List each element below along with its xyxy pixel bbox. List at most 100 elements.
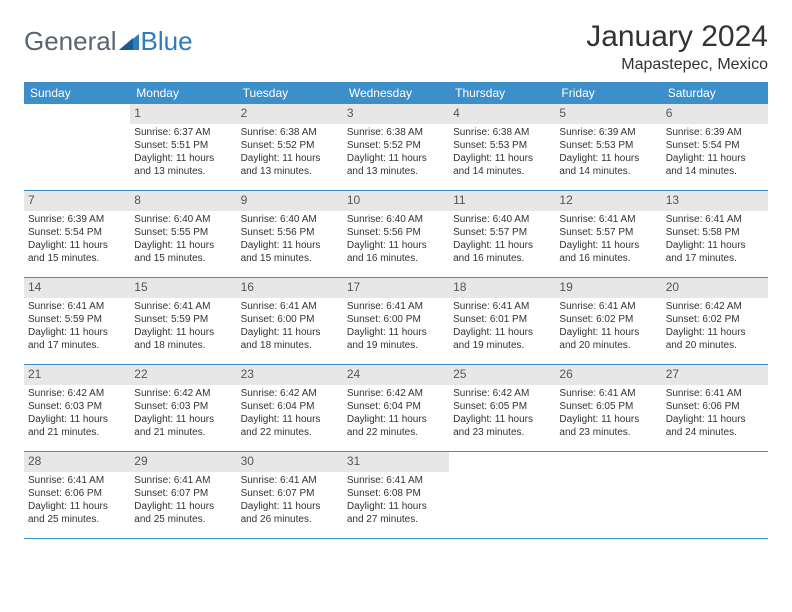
day-cell: 25Sunrise: 6:42 AMSunset: 6:05 PMDayligh… (449, 365, 555, 451)
logo-text-b: Blue (141, 26, 193, 57)
sunrise-text: Sunrise: 6:40 AM (453, 213, 551, 226)
day-number: 30 (237, 452, 343, 472)
daylight-text: Daylight: 11 hours and 15 minutes. (134, 239, 232, 265)
day-number: 22 (130, 365, 236, 385)
daylight-text: Daylight: 11 hours and 22 minutes. (241, 413, 339, 439)
sunrise-text: Sunrise: 6:41 AM (241, 300, 339, 313)
weekday-header: Tuesday (237, 82, 343, 104)
day-body: Sunrise: 6:41 AMSunset: 6:07 PMDaylight:… (130, 472, 236, 530)
day-number: 6 (662, 104, 768, 124)
sunrise-text: Sunrise: 6:40 AM (241, 213, 339, 226)
day-cell: 1Sunrise: 6:37 AMSunset: 5:51 PMDaylight… (130, 104, 236, 190)
day-cell: 3Sunrise: 6:38 AMSunset: 5:52 PMDaylight… (343, 104, 449, 190)
day-body: Sunrise: 6:41 AMSunset: 6:06 PMDaylight:… (662, 385, 768, 443)
calendar-grid: Sunday Monday Tuesday Wednesday Thursday… (24, 82, 768, 539)
day-body: Sunrise: 6:39 AMSunset: 5:54 PMDaylight:… (24, 211, 130, 269)
sunset-text: Sunset: 6:06 PM (666, 400, 764, 413)
header-row: General Blue January 2024 Mapastepec, Me… (24, 20, 768, 74)
week-row: 14Sunrise: 6:41 AMSunset: 5:59 PMDayligh… (24, 278, 768, 365)
daylight-text: Daylight: 11 hours and 16 minutes. (347, 239, 445, 265)
weekday-header: Monday (130, 82, 236, 104)
sunrise-text: Sunrise: 6:41 AM (241, 474, 339, 487)
daylight-text: Daylight: 11 hours and 21 minutes. (134, 413, 232, 439)
daylight-text: Daylight: 11 hours and 13 minutes. (134, 152, 232, 178)
day-cell: 11Sunrise: 6:40 AMSunset: 5:57 PMDayligh… (449, 191, 555, 277)
day-cell: . (662, 452, 768, 538)
daylight-text: Daylight: 11 hours and 22 minutes. (347, 413, 445, 439)
sunset-text: Sunset: 6:05 PM (453, 400, 551, 413)
day-body: Sunrise: 6:42 AMSunset: 6:04 PMDaylight:… (237, 385, 343, 443)
daylight-text: Daylight: 11 hours and 18 minutes. (241, 326, 339, 352)
sunrise-text: Sunrise: 6:37 AM (134, 126, 232, 139)
sunrise-text: Sunrise: 6:39 AM (559, 126, 657, 139)
day-cell: . (555, 452, 661, 538)
day-body: Sunrise: 6:41 AMSunset: 5:57 PMDaylight:… (555, 211, 661, 269)
daylight-text: Daylight: 11 hours and 17 minutes. (666, 239, 764, 265)
sunrise-text: Sunrise: 6:41 AM (347, 300, 445, 313)
week-row: .1Sunrise: 6:37 AMSunset: 5:51 PMDayligh… (24, 104, 768, 191)
daylight-text: Daylight: 11 hours and 18 minutes. (134, 326, 232, 352)
day-body: Sunrise: 6:41 AMSunset: 6:08 PMDaylight:… (343, 472, 449, 530)
sunset-text: Sunset: 6:05 PM (559, 400, 657, 413)
day-cell: 8Sunrise: 6:40 AMSunset: 5:55 PMDaylight… (130, 191, 236, 277)
weekday-header-row: Sunday Monday Tuesday Wednesday Thursday… (24, 82, 768, 104)
title-block: January 2024 Mapastepec, Mexico (586, 20, 768, 74)
day-cell: 18Sunrise: 6:41 AMSunset: 6:01 PMDayligh… (449, 278, 555, 364)
daylight-text: Daylight: 11 hours and 24 minutes. (666, 413, 764, 439)
sunrise-text: Sunrise: 6:41 AM (28, 300, 126, 313)
day-body: Sunrise: 6:40 AMSunset: 5:56 PMDaylight:… (237, 211, 343, 269)
daylight-text: Daylight: 11 hours and 14 minutes. (559, 152, 657, 178)
sunset-text: Sunset: 5:54 PM (28, 226, 126, 239)
sunrise-text: Sunrise: 6:41 AM (134, 300, 232, 313)
day-number: 24 (343, 365, 449, 385)
day-number: 8 (130, 191, 236, 211)
day-cell: 24Sunrise: 6:42 AMSunset: 6:04 PMDayligh… (343, 365, 449, 451)
day-number: 16 (237, 278, 343, 298)
day-number: 29 (130, 452, 236, 472)
day-cell: 10Sunrise: 6:40 AMSunset: 5:56 PMDayligh… (343, 191, 449, 277)
sunset-text: Sunset: 5:56 PM (241, 226, 339, 239)
daylight-text: Daylight: 11 hours and 26 minutes. (241, 500, 339, 526)
sunset-text: Sunset: 5:59 PM (28, 313, 126, 326)
day-body: Sunrise: 6:41 AMSunset: 5:58 PMDaylight:… (662, 211, 768, 269)
sunrise-text: Sunrise: 6:42 AM (28, 387, 126, 400)
day-number: 18 (449, 278, 555, 298)
day-body: Sunrise: 6:42 AMSunset: 6:03 PMDaylight:… (130, 385, 236, 443)
daylight-text: Daylight: 11 hours and 17 minutes. (28, 326, 126, 352)
day-number: 20 (662, 278, 768, 298)
sunset-text: Sunset: 6:02 PM (666, 313, 764, 326)
day-cell: 9Sunrise: 6:40 AMSunset: 5:56 PMDaylight… (237, 191, 343, 277)
month-title: January 2024 (586, 20, 768, 54)
sunrise-text: Sunrise: 6:39 AM (28, 213, 126, 226)
day-cell: 15Sunrise: 6:41 AMSunset: 5:59 PMDayligh… (130, 278, 236, 364)
day-number: 17 (343, 278, 449, 298)
location: Mapastepec, Mexico (586, 56, 768, 74)
day-number: 7 (24, 191, 130, 211)
daylight-text: Daylight: 11 hours and 15 minutes. (241, 239, 339, 265)
day-cell: 26Sunrise: 6:41 AMSunset: 6:05 PMDayligh… (555, 365, 661, 451)
day-cell: 21Sunrise: 6:42 AMSunset: 6:03 PMDayligh… (24, 365, 130, 451)
day-body: Sunrise: 6:40 AMSunset: 5:56 PMDaylight:… (343, 211, 449, 269)
day-cell: 28Sunrise: 6:41 AMSunset: 6:06 PMDayligh… (24, 452, 130, 538)
sunset-text: Sunset: 5:56 PM (347, 226, 445, 239)
sunrise-text: Sunrise: 6:41 AM (559, 387, 657, 400)
daylight-text: Daylight: 11 hours and 19 minutes. (453, 326, 551, 352)
sunrise-text: Sunrise: 6:41 AM (28, 474, 126, 487)
sunrise-text: Sunrise: 6:40 AM (134, 213, 232, 226)
day-number: 21 (24, 365, 130, 385)
day-cell: 29Sunrise: 6:41 AMSunset: 6:07 PMDayligh… (130, 452, 236, 538)
daylight-text: Daylight: 11 hours and 25 minutes. (134, 500, 232, 526)
daylight-text: Daylight: 11 hours and 16 minutes. (453, 239, 551, 265)
logo-text-a: General (24, 26, 117, 57)
daylight-text: Daylight: 11 hours and 27 minutes. (347, 500, 445, 526)
weekday-header: Sunday (24, 82, 130, 104)
day-cell: 16Sunrise: 6:41 AMSunset: 6:00 PMDayligh… (237, 278, 343, 364)
sunset-text: Sunset: 6:03 PM (134, 400, 232, 413)
day-body: Sunrise: 6:41 AMSunset: 6:02 PMDaylight:… (555, 298, 661, 356)
day-body: Sunrise: 6:41 AMSunset: 5:59 PMDaylight:… (24, 298, 130, 356)
daylight-text: Daylight: 11 hours and 21 minutes. (28, 413, 126, 439)
day-number: 25 (449, 365, 555, 385)
day-cell: 14Sunrise: 6:41 AMSunset: 5:59 PMDayligh… (24, 278, 130, 364)
sunrise-text: Sunrise: 6:41 AM (666, 213, 764, 226)
day-number: 1 (130, 104, 236, 124)
